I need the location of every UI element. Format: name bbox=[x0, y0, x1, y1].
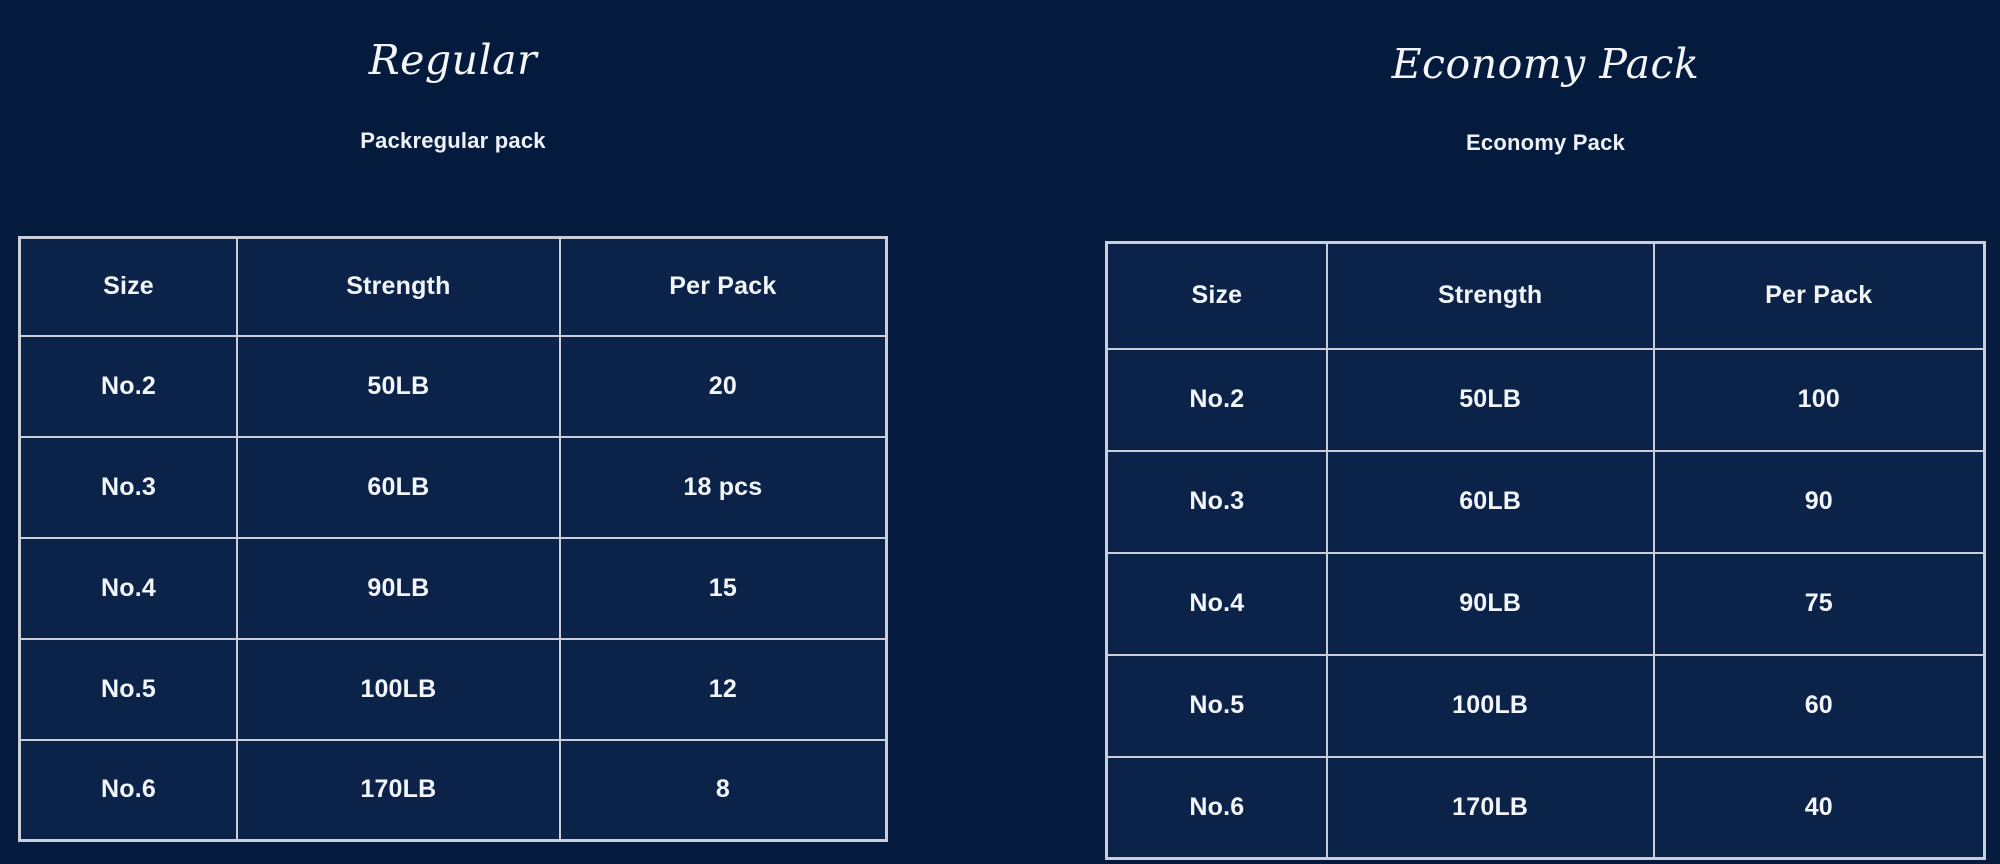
header-row: Size Strength Per Pack bbox=[18, 236, 888, 337]
table-cell: No.2 bbox=[1105, 347, 1328, 452]
column-header: Per Pack bbox=[558, 236, 888, 337]
table-cell: 50LB bbox=[1325, 347, 1655, 452]
economy-pack-table: Size Strength Per Pack No.2 50LB 100 No.3 60LB 9… bbox=[1105, 241, 1986, 860]
table-cell: 170LB bbox=[235, 738, 561, 842]
table-cell: 12 bbox=[558, 637, 888, 741]
economy-pack-section: Economy Pack Economy Pack Size Strength Pe… bbox=[1105, 0, 1986, 864]
table-cell: 170LB bbox=[1325, 755, 1655, 860]
table-cell: No.3 bbox=[1105, 449, 1328, 554]
column-header: Size bbox=[1105, 241, 1328, 350]
table-cell: 100 bbox=[1652, 347, 1986, 452]
table-cell: 90LB bbox=[1325, 551, 1655, 656]
column-header: Strength bbox=[1325, 241, 1655, 350]
table-cell: No.4 bbox=[18, 536, 238, 640]
table-row: No.2 50LB 20 bbox=[18, 334, 888, 438]
table-cell: 20 bbox=[558, 334, 888, 438]
regular-pack-table: Size Strength Per Pack No.2 50LB 20 No.3 60LB 18… bbox=[18, 236, 888, 842]
table-cell: No.6 bbox=[1105, 755, 1328, 860]
economy-pack-subtitle: Economy Pack bbox=[1466, 130, 1625, 155]
table-cell: 50LB bbox=[235, 334, 561, 438]
table-cell: No.3 bbox=[18, 435, 238, 539]
table-cell: 100LB bbox=[235, 637, 561, 741]
table-row: No.6 170LB 8 bbox=[18, 738, 888, 842]
table-row: No.5 100LB 12 bbox=[18, 637, 888, 741]
column-header: Per Pack bbox=[1652, 241, 1986, 350]
regular-pack-subtitle: Packregular pack bbox=[360, 128, 546, 153]
table-cell: No.4 bbox=[1105, 551, 1328, 656]
table-row: No.2 50LB 100 bbox=[1105, 347, 1986, 452]
table-cell: No.2 bbox=[18, 334, 238, 438]
table-cell: 18 pcs bbox=[558, 435, 888, 539]
table-cell: 60 bbox=[1652, 653, 1986, 758]
table-cell: No.6 bbox=[18, 738, 238, 842]
regular-pack-section: Regular Packregular pack Size Strength Per… bbox=[18, 0, 888, 864]
table-cell: 60LB bbox=[1325, 449, 1655, 554]
table-cell: 40 bbox=[1652, 755, 1986, 860]
table-cell: 90 bbox=[1652, 449, 1986, 554]
regular-pack-title: Regular bbox=[368, 36, 538, 84]
table-row: No.6 170LB 40 bbox=[1105, 755, 1986, 860]
table-cell: 60LB bbox=[235, 435, 561, 539]
table-cell: 100LB bbox=[1325, 653, 1655, 758]
table-cell: 8 bbox=[558, 738, 888, 842]
table-cell: No.5 bbox=[1105, 653, 1328, 758]
table-cell: 90LB bbox=[235, 536, 561, 640]
economy-pack-title: Economy Pack bbox=[1391, 40, 1700, 88]
table-row: No.3 60LB 90 bbox=[1105, 449, 1986, 554]
table-cell: 15 bbox=[558, 536, 888, 640]
table-row: No.5 100LB 60 bbox=[1105, 653, 1986, 758]
table-row: No.4 90LB 75 bbox=[1105, 551, 1986, 656]
table-cell: No.5 bbox=[18, 637, 238, 741]
column-header: Size bbox=[18, 236, 238, 337]
table-row: No.3 60LB 18 pcs bbox=[18, 435, 888, 539]
table-cell: 75 bbox=[1652, 551, 1986, 656]
header-row: Size Strength Per Pack bbox=[1105, 241, 1986, 350]
table-row: No.4 90LB 15 bbox=[18, 536, 888, 640]
column-header: Strength bbox=[235, 236, 561, 337]
